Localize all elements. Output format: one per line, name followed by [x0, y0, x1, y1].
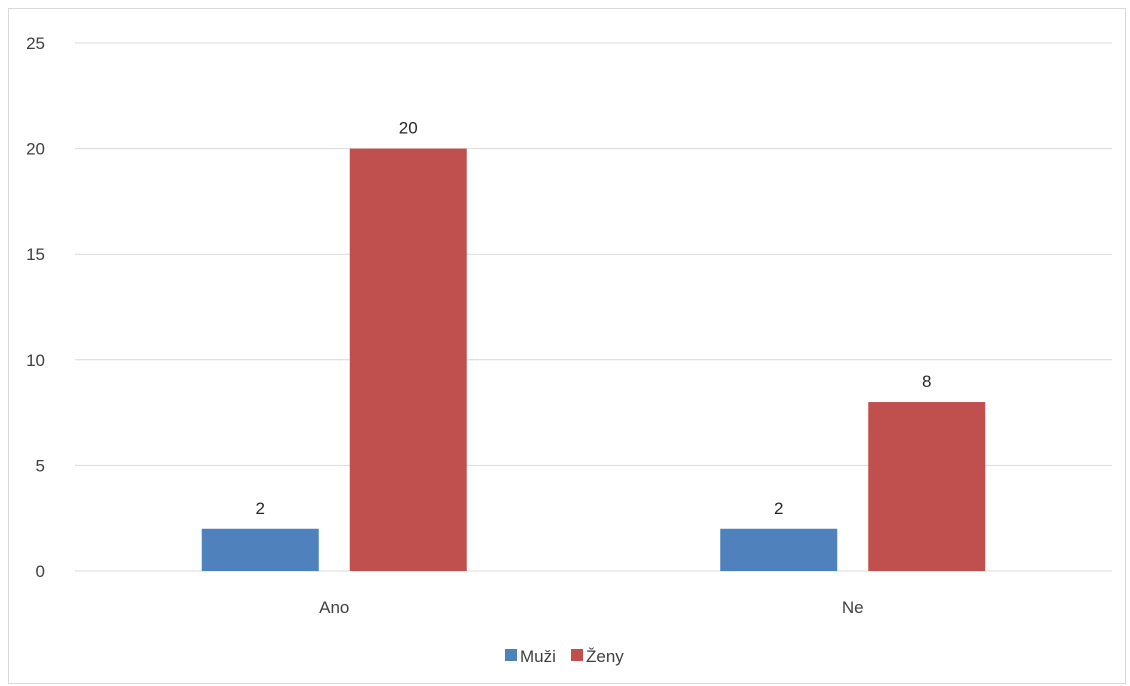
- y-tick-label-15: 15: [26, 245, 45, 264]
- y-tick-label-25: 25: [26, 34, 45, 53]
- bar-zeny-ano: [349, 148, 467, 571]
- y-tick-label-20: 20: [26, 140, 45, 159]
- x-tick-label-ne: Ne: [842, 598, 864, 617]
- y-tick-label-5: 5: [36, 456, 45, 475]
- legend-label-zeny: Ženy: [586, 647, 624, 666]
- bar-muzi-ano: [201, 528, 319, 571]
- x-tick-label-ano: Ano: [319, 598, 349, 617]
- legend-label-muzi: Muži: [520, 647, 556, 666]
- legend-swatch-muzi: [505, 649, 517, 661]
- data-label-muzi-ano: 2: [256, 499, 265, 518]
- data-label-zeny-ne: 8: [922, 372, 931, 391]
- y-tick-label-0: 0: [36, 562, 45, 581]
- bar-muzi-ne: [720, 528, 838, 571]
- data-label-muzi-ne: 2: [774, 499, 783, 518]
- y-tick-label-10: 10: [26, 351, 45, 370]
- bar-zeny-ne: [868, 402, 986, 571]
- legend-swatch-zeny: [571, 649, 583, 661]
- data-label-zeny-ano: 20: [399, 119, 418, 138]
